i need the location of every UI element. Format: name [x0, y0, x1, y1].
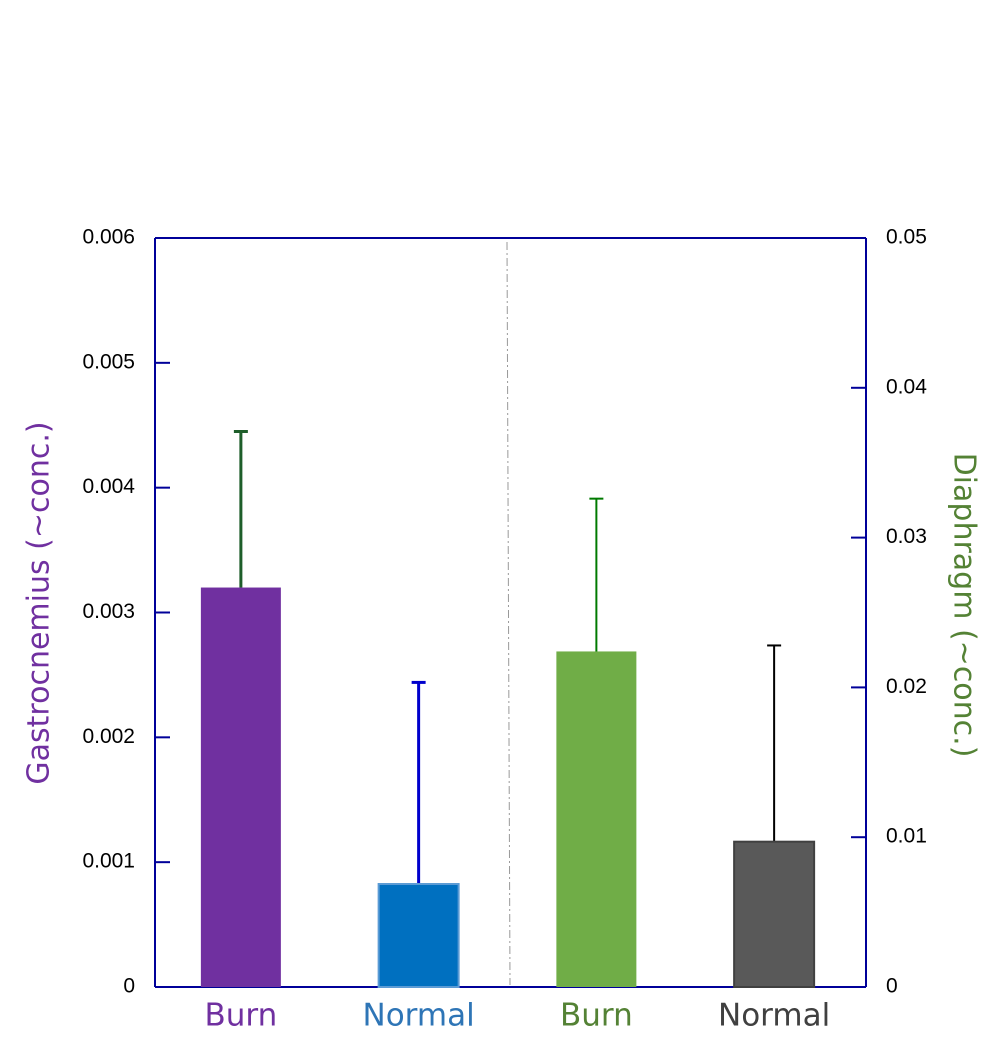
x-tick-label: Normal — [363, 998, 475, 1034]
y2-tick-label: 0 — [886, 975, 898, 998]
y-tick-label: 0.001 — [82, 850, 135, 873]
bar — [200, 587, 281, 987]
y2-tick-label: 0.05 — [886, 226, 927, 249]
bar — [377, 883, 460, 989]
y2-tick-label: 0.03 — [886, 525, 927, 548]
x-tick-label: Burn — [204, 998, 277, 1034]
y-tick-label: 0.006 — [82, 226, 135, 249]
y-tick-label: 0.003 — [82, 600, 135, 623]
x-tick-label: Burn — [560, 998, 633, 1034]
group-divider — [506, 241, 511, 986]
y2-tick-label: 0.01 — [886, 825, 927, 848]
y-tick-label: 0.005 — [82, 350, 135, 373]
bar — [733, 840, 816, 988]
y-tick-label: 0.004 — [82, 475, 135, 498]
y2-tick-label: 0.02 — [886, 675, 927, 698]
y-tick-label: 0 — [123, 975, 135, 998]
y2-tick-label: 0.04 — [886, 375, 927, 398]
y-axis-title: Gastrocnemius (~conc.) — [22, 421, 57, 784]
x-tick-label: Normal — [718, 998, 830, 1034]
y-tick-label: 0.002 — [82, 725, 135, 748]
bar — [556, 651, 637, 987]
y2-axis-title: Diaphragm (~conc.) — [947, 453, 982, 758]
